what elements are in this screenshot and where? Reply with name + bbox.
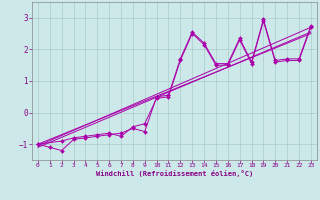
X-axis label: Windchill (Refroidissement éolien,°C): Windchill (Refroidissement éolien,°C) [96, 170, 253, 177]
